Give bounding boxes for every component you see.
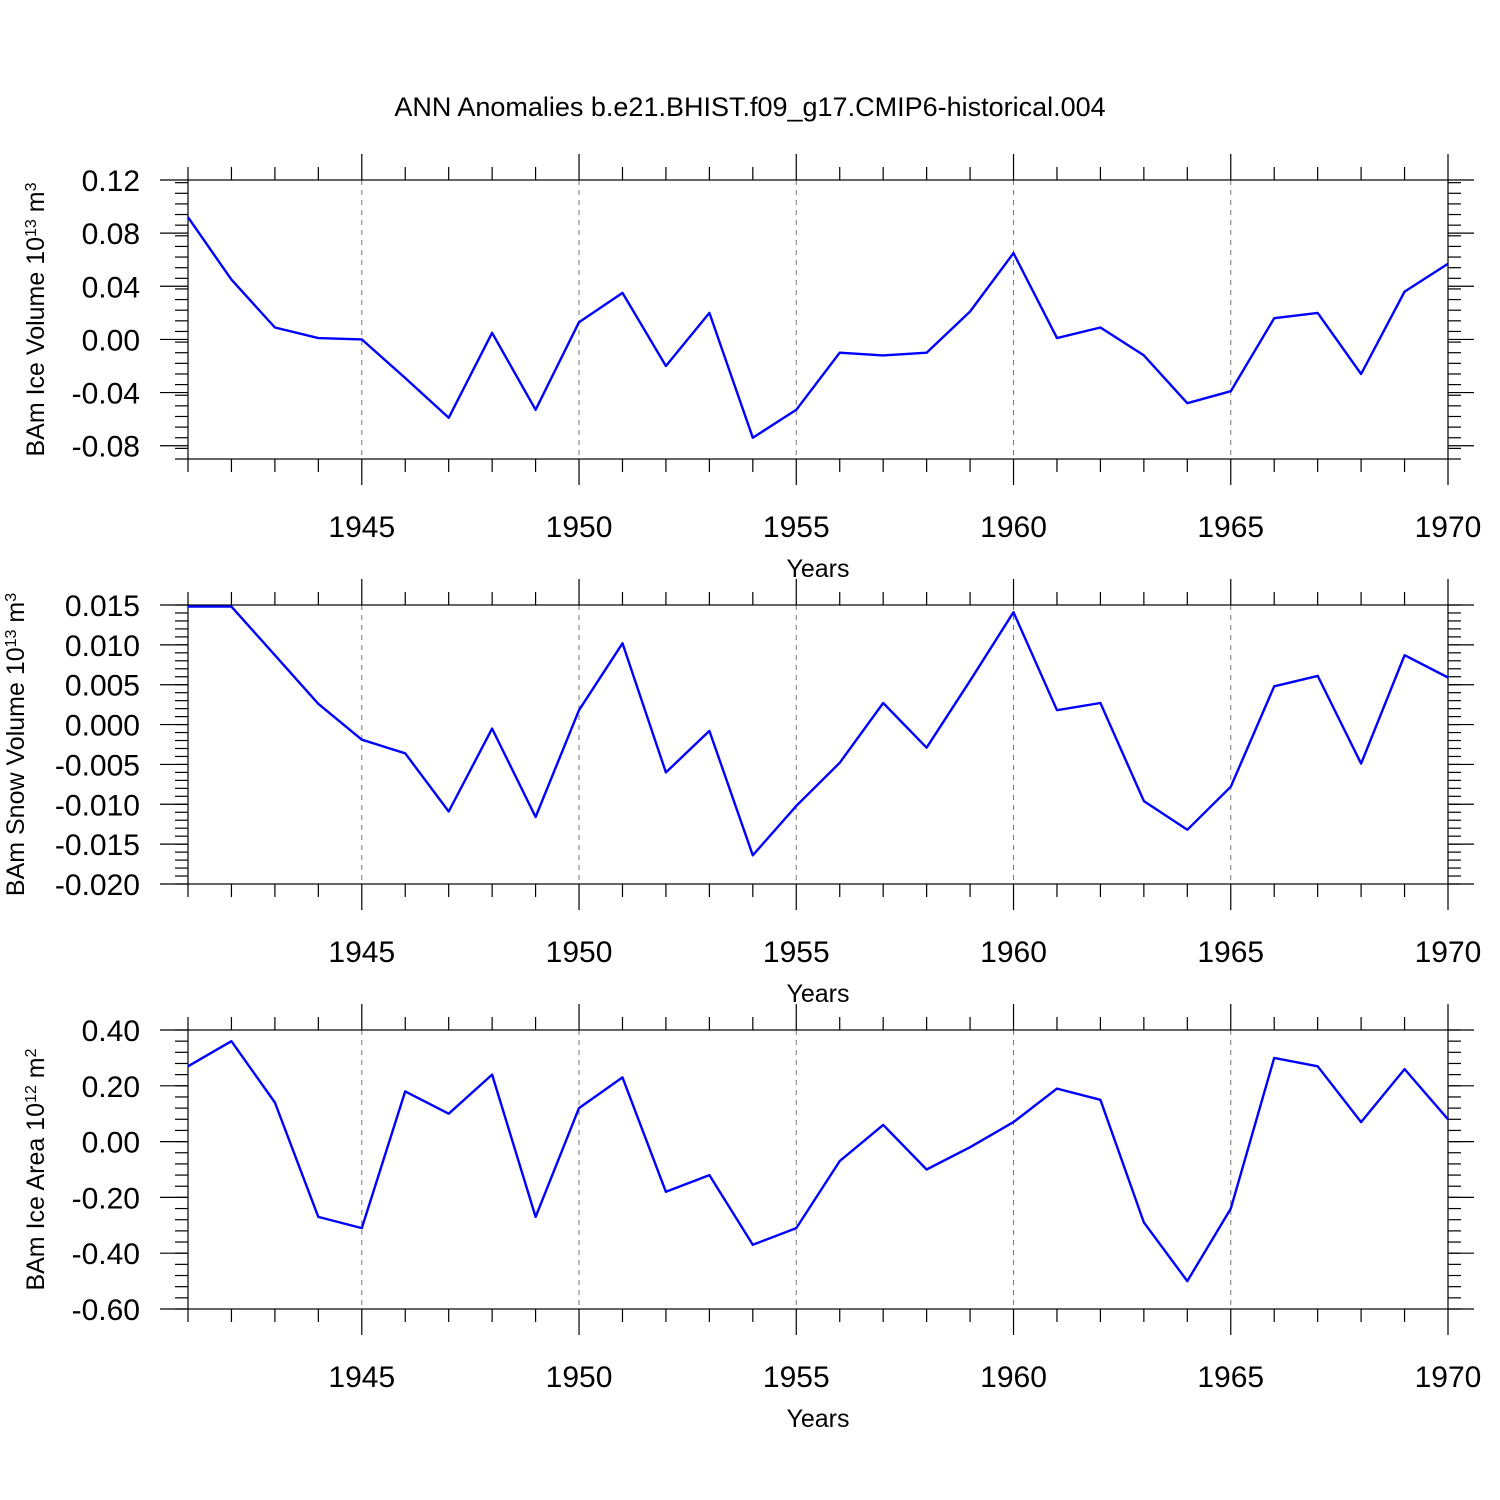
plot-frame — [187, 604, 1449, 885]
y-tick-label: 0.12 — [82, 165, 140, 198]
x-axis-title: Years — [786, 1405, 849, 1433]
x-tick-label: 1950 — [546, 511, 613, 544]
series-line — [187, 216, 1449, 439]
x-tick-label: 1970 — [1415, 511, 1482, 544]
plot-frame — [187, 179, 1449, 460]
x-tick-label: 1955 — [763, 511, 830, 544]
y-tick-label: -0.20 — [72, 1182, 140, 1215]
y-tick-label: -0.005 — [55, 749, 140, 782]
y-tick-label: -0.08 — [72, 431, 140, 464]
x-tick-label: 1960 — [980, 1361, 1047, 1394]
chart-title: ANN Anomalies b.e21.BHIST.f09_g17.CMIP6-… — [394, 92, 1105, 122]
plot-frame — [187, 1029, 1449, 1310]
x-tick-label: 1960 — [980, 936, 1047, 969]
y-tick-label: -0.020 — [55, 869, 140, 902]
x-axis-title: Years — [786, 555, 849, 583]
y-tick-label: -0.60 — [72, 1294, 140, 1327]
y-tick-label: 0.000 — [65, 710, 140, 743]
x-tick-label: 1955 — [763, 1361, 830, 1394]
y-tick-label: 0.08 — [82, 218, 140, 251]
panel-3: 0.40 0.20 0.00 -0.20 -0.40 -0.60 1945 1950 1955 1… — [22, 1004, 1481, 1433]
x-tick-label: 1955 — [763, 936, 830, 969]
y-tick-label: 0.015 — [65, 590, 140, 623]
y-tick-label: -0.40 — [72, 1238, 140, 1271]
y-tick-label: 0.00 — [82, 1127, 140, 1160]
x-tick-label: 1970 — [1415, 1361, 1482, 1394]
panel-1: 0.12 0.08 0.04 0.00 -0.04 -0.08 1945 1950 1955 19… — [22, 154, 1481, 583]
y-tick-label: 0.40 — [82, 1015, 140, 1048]
y-axis-title: BAm Ice Area 1012 m2 — [22, 1048, 50, 1290]
y-tick-label: 0.010 — [65, 630, 140, 663]
x-tick-label: 1960 — [980, 511, 1047, 544]
y-tick-label: -0.015 — [55, 829, 140, 862]
series-line — [187, 1039, 1449, 1283]
x-tick-label: 1965 — [1197, 1361, 1264, 1394]
x-tick-label: 1945 — [328, 1361, 395, 1394]
y-tick-label: -0.010 — [55, 789, 140, 822]
y-tick-label: 0.005 — [65, 670, 140, 703]
x-axis-title: Years — [786, 980, 849, 1008]
x-tick-label: 1950 — [546, 936, 613, 969]
x-tick-label: 1965 — [1197, 511, 1264, 544]
x-tick-label: 1945 — [328, 511, 395, 544]
x-tick-label: 1970 — [1415, 936, 1482, 969]
y-tick-label: 0.20 — [82, 1071, 140, 1104]
x-tick-label: 1965 — [1197, 936, 1264, 969]
y-axis-title: BAm Ice Volume 1013 m3 — [22, 182, 50, 456]
y-tick-label: 0.00 — [82, 324, 140, 357]
y-tick-label: 0.04 — [82, 271, 140, 304]
panel-2: 0.015 0.010 0.005 0.000 -0.005 -0.010 -0.015 -0… — [2, 579, 1481, 1008]
y-axis-title: BAm Snow Volume 1013 m3 — [2, 593, 30, 896]
y-tick-label: -0.04 — [72, 378, 140, 411]
series-line — [188, 605, 1449, 857]
x-tick-label: 1945 — [328, 936, 395, 969]
x-tick-label: 1950 — [546, 1361, 613, 1394]
